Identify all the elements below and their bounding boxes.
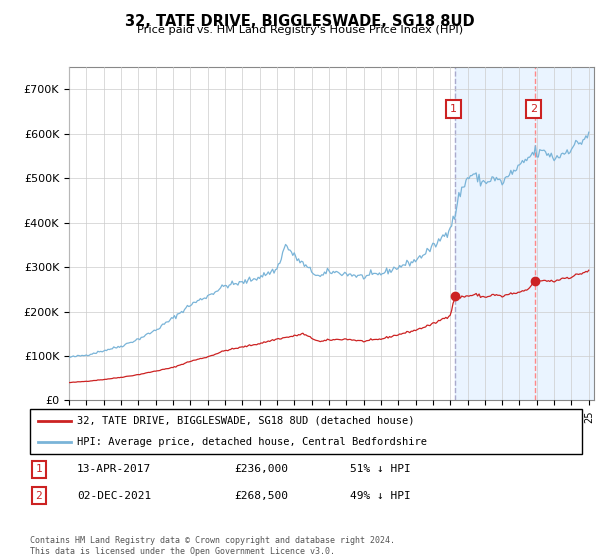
Text: 32, TATE DRIVE, BIGGLESWADE, SG18 8UD (detached house): 32, TATE DRIVE, BIGGLESWADE, SG18 8UD (d…: [77, 416, 415, 426]
Text: 2: 2: [530, 104, 538, 114]
Text: 1: 1: [450, 104, 457, 114]
Text: 49% ↓ HPI: 49% ↓ HPI: [350, 491, 411, 501]
Text: HPI: Average price, detached house, Central Bedfordshire: HPI: Average price, detached house, Cent…: [77, 436, 427, 446]
Text: £268,500: £268,500: [234, 491, 288, 501]
Bar: [455, 67, 594, 400]
Text: Contains HM Land Registry data © Crown copyright and database right 2024.
This d: Contains HM Land Registry data © Crown c…: [30, 536, 395, 556]
Text: 02-DEC-2021: 02-DEC-2021: [77, 491, 151, 501]
Text: 1: 1: [35, 464, 42, 474]
Text: Price paid vs. HM Land Registry's House Price Index (HPI): Price paid vs. HM Land Registry's House …: [137, 25, 463, 35]
Text: 2: 2: [35, 491, 42, 501]
Text: 51% ↓ HPI: 51% ↓ HPI: [350, 464, 411, 474]
Text: £236,000: £236,000: [234, 464, 288, 474]
Text: 32, TATE DRIVE, BIGGLESWADE, SG18 8UD: 32, TATE DRIVE, BIGGLESWADE, SG18 8UD: [125, 14, 475, 29]
Text: 13-APR-2017: 13-APR-2017: [77, 464, 151, 474]
